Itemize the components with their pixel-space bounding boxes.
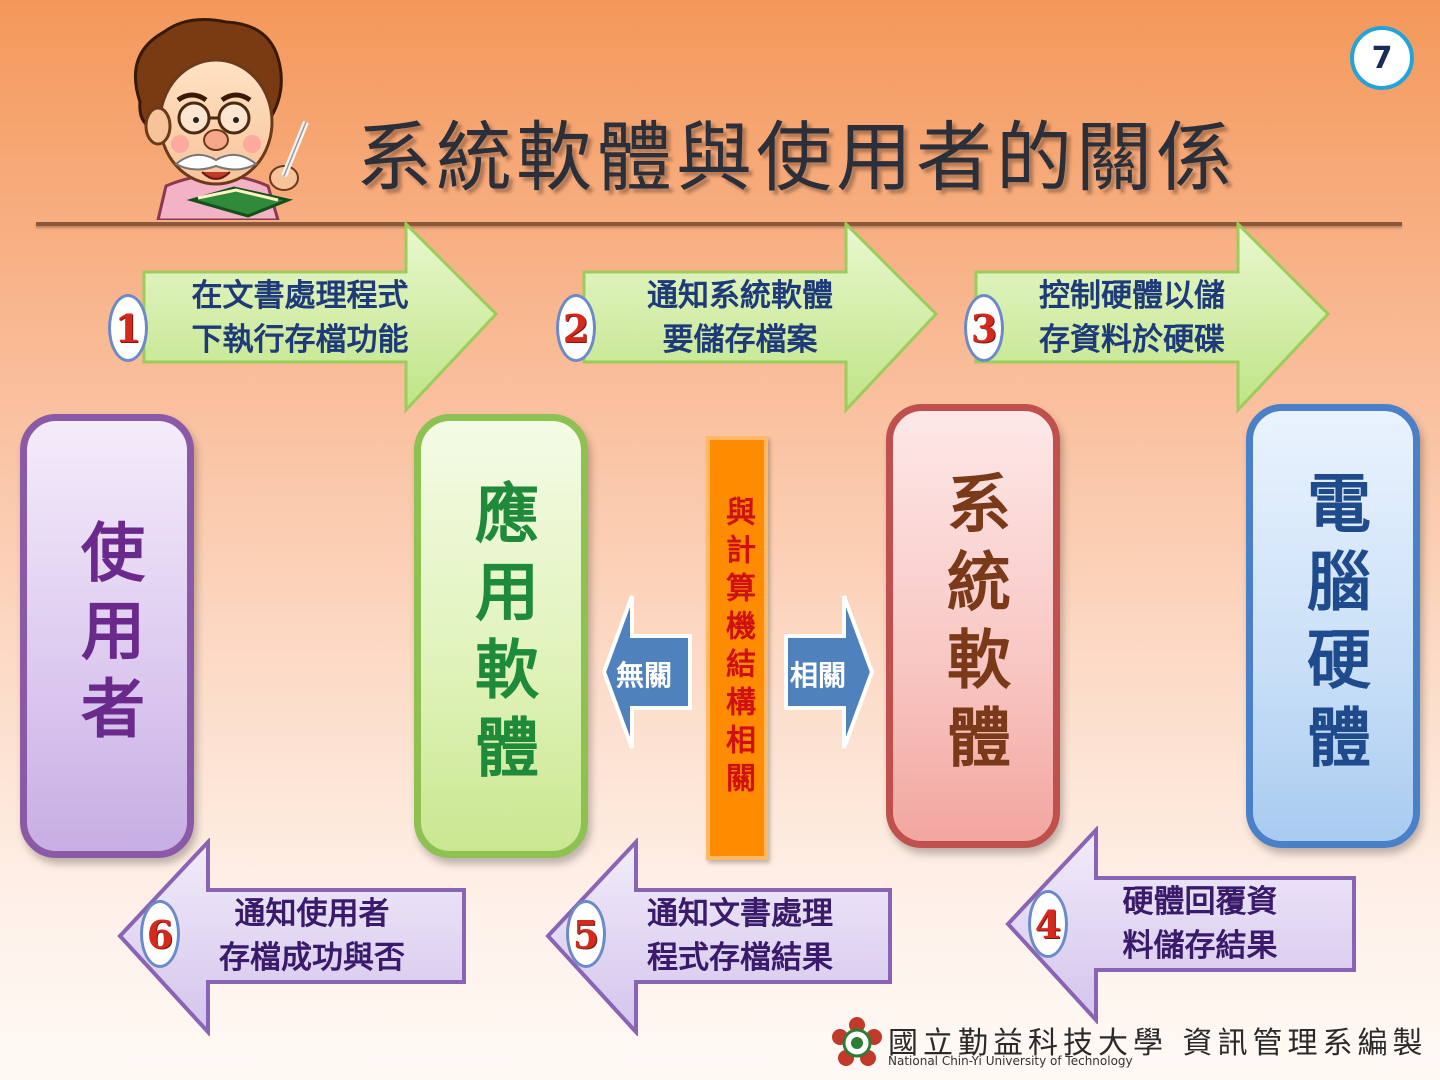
university-emblem-icon <box>832 1017 882 1066</box>
step-2-number: 2 <box>556 294 596 362</box>
system-software-box: 系統軟體 <box>886 404 1060 848</box>
step-4-text: 硬體回覆資 料儲存結果 <box>1062 880 1338 968</box>
step-1-text: 在文書處理程式 下執行存檔功能 <box>150 274 450 362</box>
step-3-line-2: 存資料於硬碟 <box>1039 322 1225 358</box>
title-divider <box>36 222 1402 226</box>
step-3-text: 控制硬體以儲 存資料於硬碟 <box>982 274 1282 362</box>
page-number-badge: 7 <box>1350 26 1414 90</box>
step-5-number: 5 <box>566 900 606 968</box>
user-label: 使用者 <box>70 519 144 753</box>
user-box: 使用者 <box>20 414 194 858</box>
step-4-line-1: 硬體回覆資 <box>1122 884 1278 920</box>
step-2-text: 通知系統軟體 要儲存檔案 <box>590 274 890 362</box>
step-2-line-2: 要儲存檔案 <box>662 322 818 358</box>
unrelated-arrow <box>602 595 692 749</box>
professor-illustration <box>133 18 309 220</box>
page-title: 系統軟體與使用者的關係 <box>356 113 1236 202</box>
step-1-number: 1 <box>108 294 148 362</box>
footer-institution: 國立勤益科技大學 資訊管理系編製 <box>888 1026 1428 1061</box>
related-label: 相關 <box>790 659 847 692</box>
step-5-arrow <box>545 838 892 1036</box>
step-6-text: 通知使用者 存檔成功與否 <box>182 892 442 980</box>
step-4-number: 4 <box>1028 890 1068 958</box>
footer-english-name: National Chin-Yi University of Technolog… <box>888 1054 1133 1068</box>
computer-hardware-label: 電腦硬體 <box>1296 470 1370 782</box>
step-1-line-1: 在文書處理程式 <box>191 278 409 314</box>
related-arrow <box>784 595 874 749</box>
step-2-line-1: 通知系統軟體 <box>647 278 833 314</box>
step-5-line-2: 程式存檔結果 <box>647 940 833 976</box>
step-5-line-1: 通知文書處理 <box>647 896 833 932</box>
step-1-line-2: 下執行存檔功能 <box>191 322 409 358</box>
step-4-line-2: 料儲存結果 <box>1122 928 1278 964</box>
architecture-related-label: 與計算機結構相關 <box>720 496 755 800</box>
step-3-number: 3 <box>964 294 1004 362</box>
application-software-box: 應用軟體 <box>414 414 588 858</box>
step-3-arrow <box>974 220 1331 414</box>
page-number: 7 <box>1371 40 1393 76</box>
computer-hardware-box: 電腦硬體 <box>1246 404 1420 848</box>
system-software-label: 系統軟體 <box>936 470 1010 782</box>
step-6-number: 6 <box>140 900 180 968</box>
step-6-line-1: 通知使用者 <box>234 896 390 932</box>
architecture-related-column: 與計算機結構相關 <box>706 436 768 860</box>
step-5-text: 通知文書處理 程式存檔結果 <box>612 892 868 980</box>
step-6-line-2: 存檔成功與否 <box>219 940 405 976</box>
unrelated-label: 無關 <box>616 659 673 692</box>
step-4-arrow <box>1005 826 1356 1024</box>
step-6-arrow <box>117 838 466 1036</box>
step-1-arrow <box>142 220 499 414</box>
application-software-label: 應用軟體 <box>464 480 538 792</box>
step-2-arrow <box>582 220 939 414</box>
step-3-line-1: 控制硬體以儲 <box>1039 278 1225 314</box>
